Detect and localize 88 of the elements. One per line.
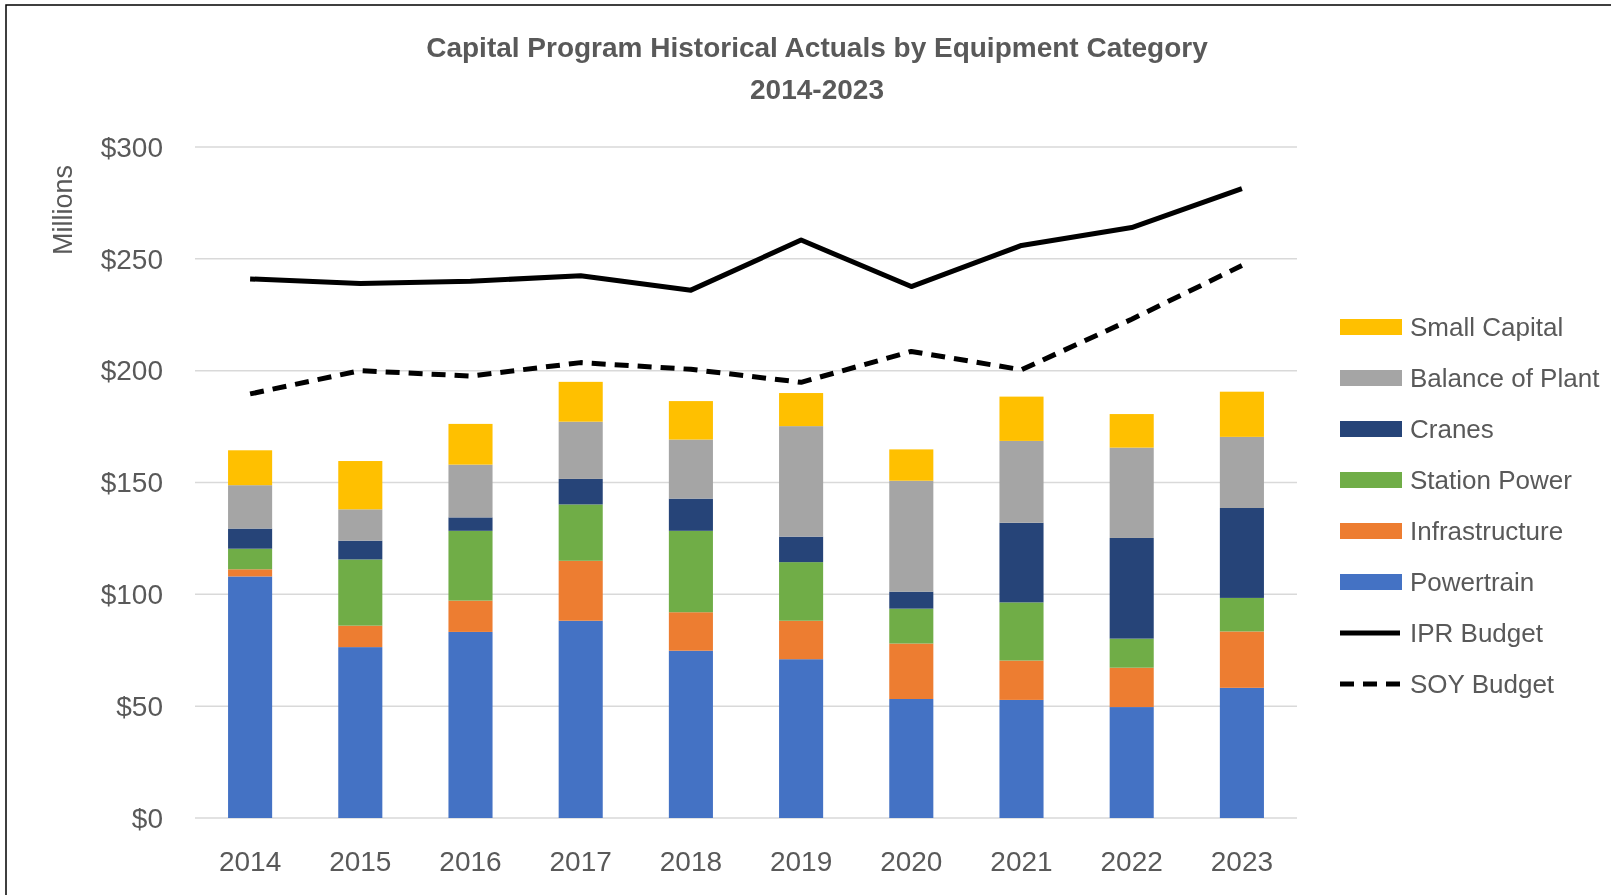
bar xyxy=(668,498,713,531)
bar xyxy=(889,608,934,644)
y-tick-label: $0 xyxy=(131,802,163,834)
bar xyxy=(999,602,1044,661)
bar xyxy=(448,530,493,601)
legend-label: Small Capital xyxy=(1410,312,1564,343)
legend-label: Cranes xyxy=(1410,414,1494,445)
bar xyxy=(558,381,603,422)
bar xyxy=(1109,447,1154,538)
bar xyxy=(558,478,603,505)
bar xyxy=(1219,391,1264,437)
bar xyxy=(1219,687,1264,818)
bar xyxy=(668,401,713,440)
bar xyxy=(448,631,493,818)
x-tick-label: 2015 xyxy=(329,846,392,877)
bar xyxy=(779,536,824,563)
bar xyxy=(889,480,934,592)
y-tick-label: $50 xyxy=(116,690,163,722)
legend-label: Station Power xyxy=(1410,465,1573,496)
bar xyxy=(228,569,273,577)
bar xyxy=(338,509,383,541)
y-tick-label: $200 xyxy=(100,355,163,387)
bar xyxy=(228,528,273,549)
bar xyxy=(228,548,273,570)
bar xyxy=(338,647,383,818)
y-tick-label: $150 xyxy=(100,467,163,499)
bar xyxy=(1109,537,1154,639)
bar xyxy=(779,393,824,427)
x-tick-label: 2017 xyxy=(549,846,612,877)
chart-title: Capital Program Historical Actuals by Equipment Category xyxy=(426,32,1209,63)
bar xyxy=(889,699,934,818)
bar xyxy=(228,485,273,529)
bar xyxy=(338,625,383,648)
x-tick-label: 2021 xyxy=(990,846,1053,877)
bar xyxy=(338,461,383,510)
bar xyxy=(1109,414,1154,448)
bar xyxy=(228,450,273,486)
bar xyxy=(448,423,493,465)
bar xyxy=(779,659,824,818)
x-tick-label: 2018 xyxy=(659,846,723,877)
x-tick-label: 2014 xyxy=(218,846,282,877)
x-tick-label: 2019 xyxy=(769,846,833,877)
x-tick-label: 2023 xyxy=(1210,846,1274,877)
legend-label: IPR Budget xyxy=(1410,618,1544,649)
bar xyxy=(1219,597,1264,632)
bar xyxy=(558,421,603,479)
legend-label: Balance of Plant xyxy=(1410,363,1601,394)
y-tick-label: $250 xyxy=(100,243,163,275)
bar xyxy=(999,699,1044,818)
bar xyxy=(889,643,934,700)
bar xyxy=(668,612,713,651)
bar xyxy=(889,591,934,609)
legend-label: SOY Budget xyxy=(1410,669,1555,700)
legend-label: Infrastructure xyxy=(1410,516,1564,547)
bar xyxy=(779,562,824,621)
bar xyxy=(558,620,603,818)
legend-label: Powertrain xyxy=(1410,567,1535,598)
bar xyxy=(448,464,493,518)
bar xyxy=(889,449,934,481)
bar xyxy=(779,620,824,660)
chart-subtitle: 2014-2023 xyxy=(750,74,884,105)
bar xyxy=(448,517,493,531)
bar xyxy=(448,600,493,632)
bar xyxy=(1109,638,1154,668)
bar xyxy=(1219,631,1264,688)
x-tick-label: 2020 xyxy=(880,846,943,877)
bar xyxy=(1219,508,1264,598)
bar xyxy=(999,522,1044,603)
x-tick-label: 2022 xyxy=(1100,846,1163,877)
x-tick-label: 2016 xyxy=(439,846,502,877)
bar xyxy=(1109,707,1154,818)
bar xyxy=(999,440,1044,523)
y-tick-label: $100 xyxy=(100,579,163,611)
y-tick-label: $300 xyxy=(100,131,163,163)
bar xyxy=(338,559,383,626)
bar xyxy=(1219,436,1264,508)
bar xyxy=(999,660,1044,700)
bar xyxy=(558,560,603,621)
bar xyxy=(668,439,713,499)
bar xyxy=(338,540,383,560)
bar xyxy=(558,504,603,561)
bar xyxy=(779,426,824,537)
bar xyxy=(668,530,713,613)
bar xyxy=(668,650,713,818)
bar xyxy=(228,576,273,818)
bar xyxy=(1109,667,1154,708)
y-axis-title: Millions xyxy=(48,164,78,256)
bar xyxy=(999,396,1044,441)
